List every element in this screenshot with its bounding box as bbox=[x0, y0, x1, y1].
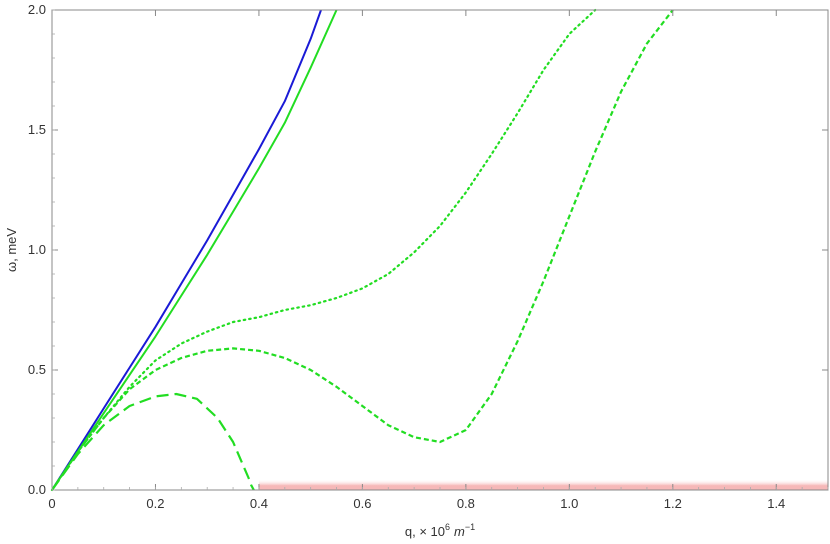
x-axis-ticks: 0 0.2 0.4 0.6 0.8 1.0 1.2 1.4 bbox=[48, 10, 829, 511]
x-tick-label: 1.0 bbox=[560, 496, 578, 511]
series-line-4-dashed bbox=[51, 9, 674, 491]
x-tick-label: 1.2 bbox=[664, 496, 682, 511]
y-tick-label: 2.0 bbox=[28, 2, 46, 17]
y-tick-label: 0.5 bbox=[28, 362, 46, 377]
x-tick-label: 0.2 bbox=[146, 496, 164, 511]
y-tick-label: 1.5 bbox=[28, 122, 46, 137]
x-tick-label: 0.6 bbox=[353, 496, 371, 511]
x-tick-label: 0.4 bbox=[250, 496, 268, 511]
y-tick-label: 1.0 bbox=[28, 242, 46, 257]
shaded-band bbox=[258, 479, 828, 490]
x-axis-title: q, × 106 m−1 bbox=[405, 522, 475, 539]
shaded-band-layer bbox=[258, 479, 828, 490]
series-line-3-dotted bbox=[50, 8, 597, 492]
plot-frame bbox=[51, 9, 829, 491]
y-axis-ticks: 0.0 0.5 1.0 1.5 2.0 bbox=[28, 2, 828, 497]
series-line-2-solid bbox=[51, 9, 338, 491]
x-tick-label: 0 bbox=[48, 496, 55, 511]
series-line-1-solid bbox=[51, 9, 322, 491]
x-tick-label: 1.4 bbox=[767, 496, 785, 511]
x-tick-label: 0.8 bbox=[457, 496, 475, 511]
series-line-5-longdash bbox=[51, 392, 255, 491]
y-axis-title: ω, meV bbox=[4, 228, 19, 272]
plot-border bbox=[51, 9, 829, 491]
y-tick-label: 0.0 bbox=[28, 482, 46, 497]
series-layer bbox=[50, 8, 674, 492]
